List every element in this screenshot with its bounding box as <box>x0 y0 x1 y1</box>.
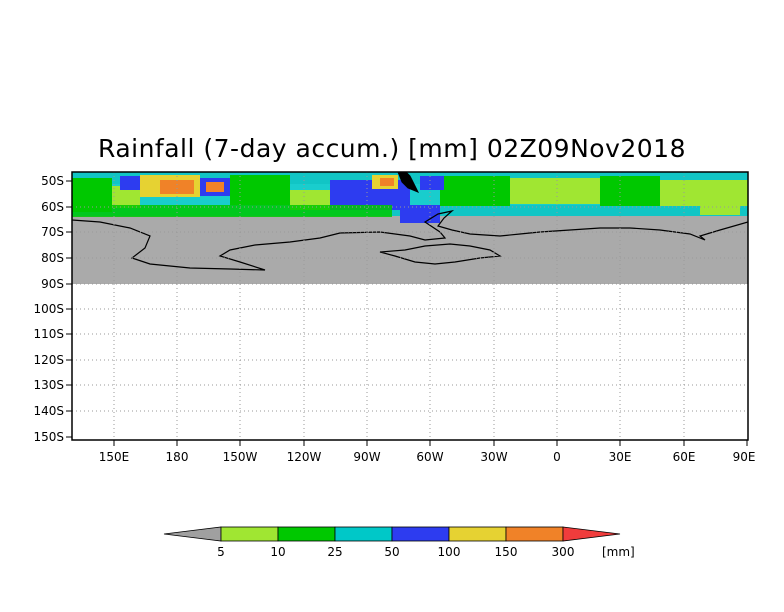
lat-label-150s: 150S <box>33 430 64 444</box>
legend-tick-50: 50 <box>384 545 399 559</box>
lon-label-60e: 60E <box>673 450 696 464</box>
legend-swatch-100-150 <box>448 526 507 542</box>
lat-axis: 50S 60S 70S 80S 90S 100S 110S 120S 130S … <box>33 174 72 444</box>
legend-tick-5: 5 <box>217 545 225 559</box>
lat-label-50s: 50S <box>41 174 64 188</box>
legend-tick-150: 150 <box>495 545 518 559</box>
lon-label-150w: 150W <box>223 450 258 464</box>
coastline-antarctica <box>72 209 748 271</box>
lat-label-130s: 130S <box>33 378 64 392</box>
lon-label-60w: 60W <box>416 450 443 464</box>
legend-swatch-50-100 <box>391 526 450 542</box>
lat-label-110s: 110S <box>33 327 64 341</box>
lon-label-90w: 90W <box>353 450 380 464</box>
lon-label-150e: 150E <box>99 450 130 464</box>
color-legend: 5 10 25 50 100 150 300 [mm] <box>163 526 635 559</box>
lon-label-0: 0 <box>553 450 561 464</box>
rainfall-band <box>72 172 748 223</box>
lat-label-60s: 60S <box>41 200 64 214</box>
map-title: Rainfall (7-day accum.) [mm] 02Z09Nov201… <box>98 134 686 163</box>
lat-label-70s: 70S <box>41 225 64 239</box>
legend-unit: [mm] <box>602 545 635 559</box>
lat-label-120s: 120S <box>33 353 64 367</box>
legend-tick-25: 25 <box>327 545 342 559</box>
plot-frame <box>71 171 749 441</box>
legend-swatch-5-10 <box>220 526 279 542</box>
legend-swatch-below-5 <box>163 526 222 542</box>
legend-tick-10: 10 <box>270 545 285 559</box>
lon-label-30w: 30W <box>480 450 507 464</box>
lat-label-100s: 100S <box>33 302 64 316</box>
legend-swatch-above-300 <box>562 526 621 542</box>
lon-label-30e: 30E <box>609 450 632 464</box>
lat-label-90s: 90S <box>41 277 64 291</box>
gridlines <box>72 172 748 440</box>
lon-label-90e: 90E <box>733 450 756 464</box>
legend-swatch-150-300 <box>505 526 564 542</box>
legend-tick-300: 300 <box>552 545 575 559</box>
lat-label-80s: 80S <box>41 251 64 265</box>
lon-axis: 150E 180 150W 120W 90W 60W 30W 0 30E 60E… <box>99 440 756 464</box>
coastline-ross-sea <box>379 243 502 265</box>
lon-label-180: 180 <box>166 450 189 464</box>
legend-tick-100: 100 <box>438 545 461 559</box>
lat-label-140s: 140S <box>33 404 64 418</box>
lon-label-120w: 120W <box>287 450 322 464</box>
legend-swatch-25-50 <box>334 526 393 542</box>
legend-swatch-10-25 <box>277 526 336 542</box>
